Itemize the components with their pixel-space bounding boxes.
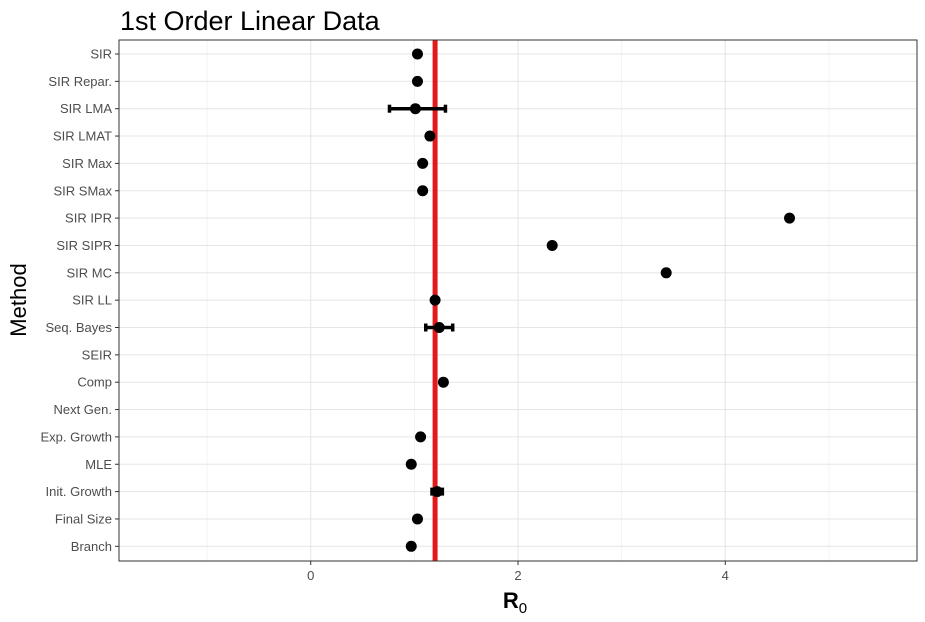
y-tick-label: MLE bbox=[85, 457, 112, 472]
data-point bbox=[417, 157, 429, 169]
y-tick-label: Exp. Growth bbox=[40, 429, 112, 444]
y-tick-label: SIR bbox=[90, 47, 112, 62]
data-point bbox=[409, 103, 421, 115]
y-tick-label: SEIR bbox=[82, 347, 112, 362]
y-tick-label: SIR IPR bbox=[65, 211, 112, 226]
y-tick-label: SIR LMAT bbox=[53, 129, 112, 144]
data-point bbox=[405, 458, 417, 470]
grid bbox=[119, 40, 917, 561]
y-tick-label: SIR SMax bbox=[53, 183, 112, 198]
data-point bbox=[546, 239, 558, 251]
data-point bbox=[411, 513, 423, 525]
y-tick-label: Seq. Bayes bbox=[46, 320, 113, 335]
x-axis-title: R0 bbox=[503, 588, 527, 617]
y-tick-label: Final Size bbox=[55, 511, 112, 526]
y-tick-label: Next Gen. bbox=[53, 402, 112, 417]
data-point bbox=[660, 267, 672, 279]
data-point bbox=[417, 185, 429, 197]
data-marks bbox=[387, 48, 796, 552]
x-tick-label: 2 bbox=[514, 568, 521, 583]
data-point bbox=[405, 540, 417, 552]
y-tick-label: SIR Repar. bbox=[48, 74, 112, 89]
y-tick-label: SIR LMA bbox=[60, 101, 112, 116]
x-tick-label: 4 bbox=[722, 568, 729, 583]
data-point bbox=[415, 431, 427, 443]
y-tick-label: Init. Growth bbox=[46, 484, 112, 499]
data-point bbox=[411, 48, 423, 60]
x-axis-title-subscript: 0 bbox=[519, 600, 527, 617]
chart-title: 1st Order Linear Data bbox=[120, 6, 381, 36]
x-axis-title-main: R bbox=[503, 588, 519, 613]
y-axis-title: Method bbox=[6, 263, 31, 336]
y-tick-label: SIR LL bbox=[72, 293, 112, 308]
x-axis: 0 2 4 bbox=[307, 561, 729, 583]
y-axis: SIR SIR Repar. SIR LMA SIR LMAT SIR Max SIR S… bbox=[40, 47, 119, 554]
y-tick-label: SIR SIPR bbox=[56, 238, 112, 253]
data-point bbox=[424, 130, 436, 142]
data-point bbox=[431, 486, 443, 498]
data-point bbox=[437, 376, 449, 388]
data-point bbox=[429, 294, 441, 306]
y-tick-label: Comp bbox=[77, 375, 112, 390]
y-tick-label: SIR Max bbox=[62, 156, 112, 171]
x-tick-label: 0 bbox=[307, 568, 314, 583]
data-point bbox=[433, 322, 445, 333]
y-tick-label: SIR MC bbox=[67, 265, 113, 280]
data-point bbox=[784, 212, 796, 224]
y-tick-label: Branch bbox=[71, 539, 112, 554]
data-point bbox=[411, 75, 423, 87]
